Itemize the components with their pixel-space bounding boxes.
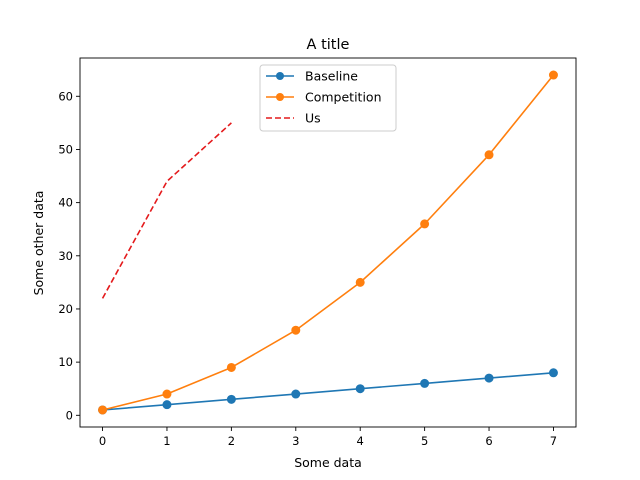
x-tick-label: 6 [485,434,492,448]
x-tick-label: 3 [292,434,299,448]
series-line-baseline [102,371,554,411]
legend-label-baseline: Baseline [305,69,358,84]
x-tick-label: 5 [421,434,428,448]
y-axis-label: Some other data [31,191,46,296]
data-point-baseline [162,400,172,410]
series-line-competition [102,74,555,411]
legend-box [259,64,397,132]
data-point-competition [355,277,365,287]
x-tick-label: 0 [99,434,106,448]
y-tick-label: 40 [58,196,73,210]
chart-title: A title [307,37,350,53]
data-point-baseline [291,389,301,399]
x-tick-label: 7 [550,434,557,448]
data-point-baseline [355,384,365,394]
axes-frame [79,57,577,428]
data-point-competition [226,362,236,372]
data-point-competition [162,389,172,399]
legend-marker-baseline [276,72,284,80]
data-point-competition [548,70,558,80]
data-point-competition [98,405,108,415]
data-point-competition [420,219,430,229]
x-tick-label: 4 [357,434,364,448]
data-point-baseline [420,378,430,388]
legend-label-competition: Competition [305,90,382,105]
data-point-competition [484,150,494,160]
y-tick-label: 30 [58,249,73,263]
x-tick-label: 1 [163,434,170,448]
series-line-us [101,122,232,299]
legend: Baseline Competition Us [259,64,397,132]
x-axis-label: Some data [294,455,362,470]
plot-area: 0 1 2 3 4 5 6 7 0 10 20 30 40 50 60 [58,57,577,448]
x-tick-label: 2 [228,434,235,448]
data-point-baseline [226,394,236,404]
y-tick-label: 10 [58,355,73,369]
data-point-baseline [484,373,494,383]
y-tick-label: 50 [58,142,73,156]
y-tick-label: 0 [66,408,73,422]
data-point-competition [291,325,301,335]
y-tick-label: 60 [58,89,73,103]
data-point-baseline [548,368,558,378]
legend-label-us: Us [305,111,321,126]
legend-marker-competition [276,93,284,101]
y-tick-label: 20 [58,302,73,316]
